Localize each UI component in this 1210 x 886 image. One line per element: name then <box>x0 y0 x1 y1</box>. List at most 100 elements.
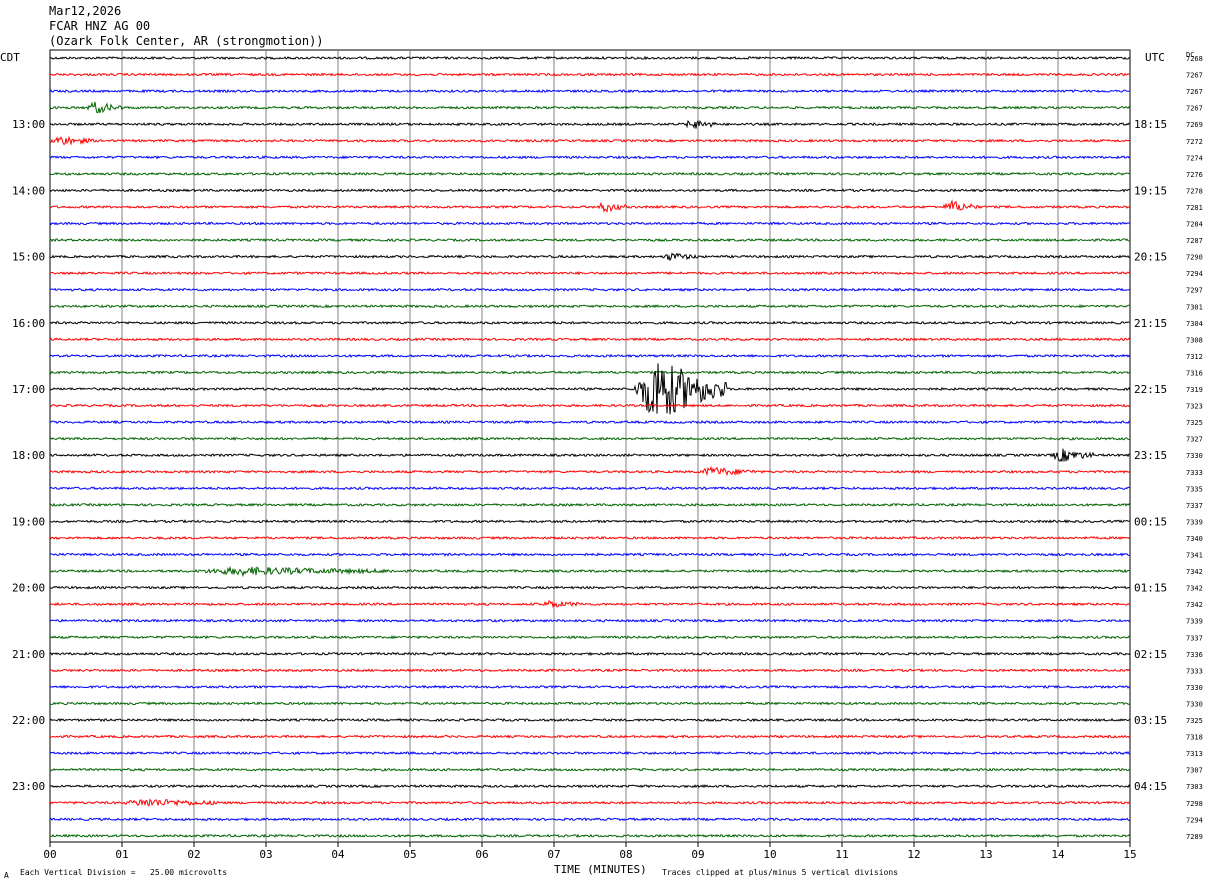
x-tick-label: 00 <box>43 848 56 861</box>
dc-offset-label: 7319 <box>1186 386 1203 394</box>
dc-offset-label: 7303 <box>1186 783 1203 791</box>
dc-offset-label: 7318 <box>1186 734 1203 742</box>
seismic-trace <box>49 798 1131 808</box>
cdt-hour-label: 21:00 <box>12 648 45 661</box>
dc-offset-label: 7342 <box>1186 585 1203 593</box>
dc-offset-label: 7341 <box>1186 552 1203 560</box>
seismic-trace <box>49 119 1131 129</box>
seismic-trace <box>49 287 1131 292</box>
plot-channel: FCAR HNZ AG 00 <box>49 19 151 33</box>
seismic-trace <box>49 72 1131 77</box>
seismic-trace <box>49 337 1131 342</box>
utc-hour-label: 02:15 <box>1134 648 1167 661</box>
seismic-trace <box>49 767 1131 772</box>
corner-mark: A <box>4 871 9 880</box>
utc-hour-label: 01:15 <box>1134 582 1167 595</box>
dc-offset-label: 7339 <box>1186 518 1203 526</box>
x-tick-label: 08 <box>619 848 632 861</box>
utc-hour-label: 20:15 <box>1134 251 1167 264</box>
utc-hour-label: 22:15 <box>1134 383 1167 396</box>
dc-title: DC <box>1186 51 1194 59</box>
seismic-trace <box>49 155 1131 160</box>
cdt-hour-label: 15:00 <box>12 251 45 264</box>
seismic-trace <box>49 502 1131 507</box>
dc-offset-label: 7284 <box>1186 221 1203 229</box>
seismic-trace <box>49 465 1131 477</box>
left-axis-title: CDT <box>0 51 20 64</box>
seismic-trace <box>49 519 1131 524</box>
seismic-trace <box>49 171 1131 176</box>
dc-offset-label: 7330 <box>1186 700 1203 708</box>
dc-offset-label: 7325 <box>1186 419 1203 427</box>
dc-offset-label: 7298 <box>1186 800 1203 808</box>
x-tick-label: 07 <box>547 848 560 861</box>
seismic-trace <box>49 403 1131 408</box>
dc-offset-label: 7281 <box>1186 204 1203 212</box>
plot-date: Mar12,2026 <box>49 4 122 18</box>
dc-offset-label: 7267 <box>1186 88 1203 96</box>
cdt-hour-label: 14:00 <box>12 184 45 197</box>
x-tick-label: 05 <box>403 848 416 861</box>
x-tick-label: 03 <box>259 848 272 861</box>
dc-offset-label: 7307 <box>1186 767 1203 775</box>
seismic-trace <box>49 635 1131 640</box>
x-tick-label: 12 <box>907 848 920 861</box>
x-tick-label: 02 <box>187 848 200 861</box>
scale-note: Each Vertical Division = 25.00 microvolt… <box>20 868 228 877</box>
dc-offset-label: 7278 <box>1186 187 1203 195</box>
dc-offset-label: 7342 <box>1186 568 1203 576</box>
seismic-trace <box>49 668 1131 673</box>
dc-offset-label: 7313 <box>1186 750 1203 758</box>
cdt-hour-label: 17:00 <box>12 383 45 396</box>
dc-offset-label: 7342 <box>1186 601 1203 609</box>
x-tick-label: 11 <box>835 848 848 861</box>
seismic-trace <box>49 271 1131 276</box>
seismic-trace <box>49 486 1131 491</box>
plot-station: (Ozark Folk Center, AR (strongmotion)) <box>49 34 324 48</box>
dc-offset-label: 7333 <box>1186 469 1203 477</box>
utc-hour-label: 18:15 <box>1134 118 1167 131</box>
x-tick-label: 09 <box>691 848 704 861</box>
cdt-hour-label: 13:00 <box>12 118 45 131</box>
cdt-hour-label: 20:00 <box>12 582 45 595</box>
seismic-trace <box>49 701 1131 706</box>
seismic-trace <box>49 600 1131 609</box>
dc-offset-label: 7304 <box>1186 320 1203 328</box>
seismic-trace <box>49 252 1131 262</box>
seismic-trace <box>49 448 1131 462</box>
dc-offset-label: 7269 <box>1186 121 1203 129</box>
seismic-trace <box>49 135 1131 146</box>
seismic-trace <box>49 419 1131 425</box>
seismic-trace <box>49 618 1131 623</box>
cdt-hour-label: 16:00 <box>12 317 45 330</box>
seismic-trace <box>49 304 1131 309</box>
cdt-hour-label: 18:00 <box>12 449 45 462</box>
dc-offset-label: 7274 <box>1186 154 1203 162</box>
seismic-trace <box>49 370 1131 375</box>
seismic-trace <box>49 565 1131 578</box>
seismic-trace <box>49 833 1131 838</box>
utc-hour-label: 19:15 <box>1134 184 1167 197</box>
dc-offset-label: 7330 <box>1186 452 1203 460</box>
seismic-trace <box>49 552 1130 557</box>
clip-note: Traces clipped at plus/minus 5 vertical … <box>662 868 899 877</box>
x-tick-label: 13 <box>979 848 992 861</box>
utc-hour-label: 04:15 <box>1134 780 1167 793</box>
dc-offset-label: 7308 <box>1186 336 1203 344</box>
right-axis-title: UTC <box>1145 51 1165 64</box>
utc-hour-label: 21:15 <box>1134 317 1167 330</box>
x-tick-label: 15 <box>1123 848 1136 861</box>
dc-offset-label: 7337 <box>1186 502 1203 510</box>
seismic-trace <box>49 784 1131 789</box>
seismic-trace <box>49 353 1131 359</box>
seismic-trace <box>49 101 1131 114</box>
utc-hour-label: 23:15 <box>1134 449 1167 462</box>
dc-offset-label: 7336 <box>1186 651 1203 659</box>
seismic-trace <box>49 436 1131 441</box>
x-tick-label: 04 <box>331 848 345 861</box>
dc-offset-label: 7287 <box>1186 237 1203 245</box>
dc-offset-label: 7267 <box>1186 105 1203 113</box>
dc-offset-label: 7294 <box>1186 270 1203 278</box>
cdt-hour-label: 22:00 <box>12 714 45 727</box>
